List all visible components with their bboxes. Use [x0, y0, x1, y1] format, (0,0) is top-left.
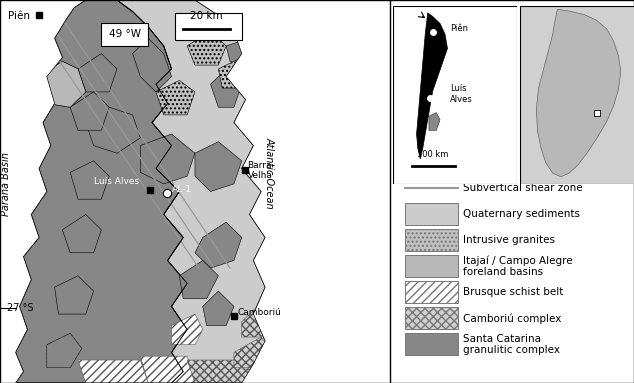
Polygon shape [195, 0, 292, 383]
Polygon shape [242, 100, 269, 134]
Text: Subvertical shear zone: Subvertical shear zone [463, 183, 583, 193]
Text: AL-1: AL-1 [172, 185, 191, 194]
Text: Camboriú complex: Camboriú complex [463, 313, 562, 324]
Text: Santa Catarina
granulitic complex: Santa Catarina granulitic complex [463, 334, 560, 355]
Polygon shape [226, 38, 261, 69]
Bar [404, 333, 458, 355]
Polygon shape [179, 260, 218, 299]
Polygon shape [140, 134, 195, 184]
Polygon shape [234, 337, 273, 368]
Polygon shape [195, 222, 242, 268]
Text: Itajaí / Campo Alegre
foreland basins: Itajaí / Campo Alegre foreland basins [463, 255, 573, 277]
Bar [176, 13, 242, 40]
Polygon shape [70, 92, 109, 130]
Polygon shape [62, 214, 101, 253]
Bar [404, 281, 458, 303]
Bar [404, 255, 458, 277]
Bar [404, 307, 458, 329]
Text: 20 km: 20 km [190, 11, 223, 21]
Polygon shape [187, 360, 254, 383]
Polygon shape [78, 54, 117, 92]
Polygon shape [55, 276, 94, 314]
Polygon shape [86, 107, 140, 153]
Polygon shape [117, 0, 265, 383]
Text: Quaternary sediments: Quaternary sediments [463, 209, 580, 219]
Polygon shape [156, 80, 195, 115]
Polygon shape [172, 314, 203, 345]
Polygon shape [429, 113, 440, 130]
Polygon shape [195, 142, 242, 192]
Bar [101, 23, 148, 46]
Text: Luís
Alves: Luís Alves [450, 84, 473, 103]
Text: Piên: Piên [450, 23, 468, 33]
Text: Paraná Basin: Paraná Basin [1, 152, 11, 216]
Polygon shape [203, 291, 234, 326]
Text: Brusque schist belt: Brusque schist belt [463, 287, 564, 297]
Polygon shape [16, 0, 187, 383]
Text: Barra
Velha: Barra Velha [248, 161, 273, 180]
Polygon shape [140, 356, 195, 383]
Bar [404, 203, 458, 225]
Text: Luís Alves: Luís Alves [94, 177, 139, 187]
Polygon shape [218, 57, 254, 88]
Text: 100 km: 100 km [417, 150, 448, 159]
Polygon shape [0, 0, 86, 383]
Polygon shape [31, 61, 86, 107]
Polygon shape [187, 31, 226, 65]
Text: 27 °S: 27 °S [7, 303, 34, 313]
Polygon shape [250, 27, 281, 61]
Polygon shape [47, 333, 82, 368]
Polygon shape [536, 9, 621, 177]
Polygon shape [31, 61, 86, 107]
Polygon shape [210, 69, 242, 107]
Text: Intrusive granites: Intrusive granites [463, 235, 555, 245]
Text: Atlantic Ocean: Atlantic Ocean [264, 136, 274, 208]
Text: 49 °W: 49 °W [109, 29, 141, 39]
Polygon shape [70, 161, 109, 199]
Polygon shape [242, 306, 269, 337]
Polygon shape [133, 38, 172, 92]
Bar [404, 229, 458, 251]
Polygon shape [78, 360, 148, 383]
Polygon shape [0, 42, 39, 107]
Polygon shape [417, 13, 448, 159]
Text: Piên: Piên [8, 11, 30, 21]
Text: Camboriú: Camboriú [237, 308, 281, 317]
